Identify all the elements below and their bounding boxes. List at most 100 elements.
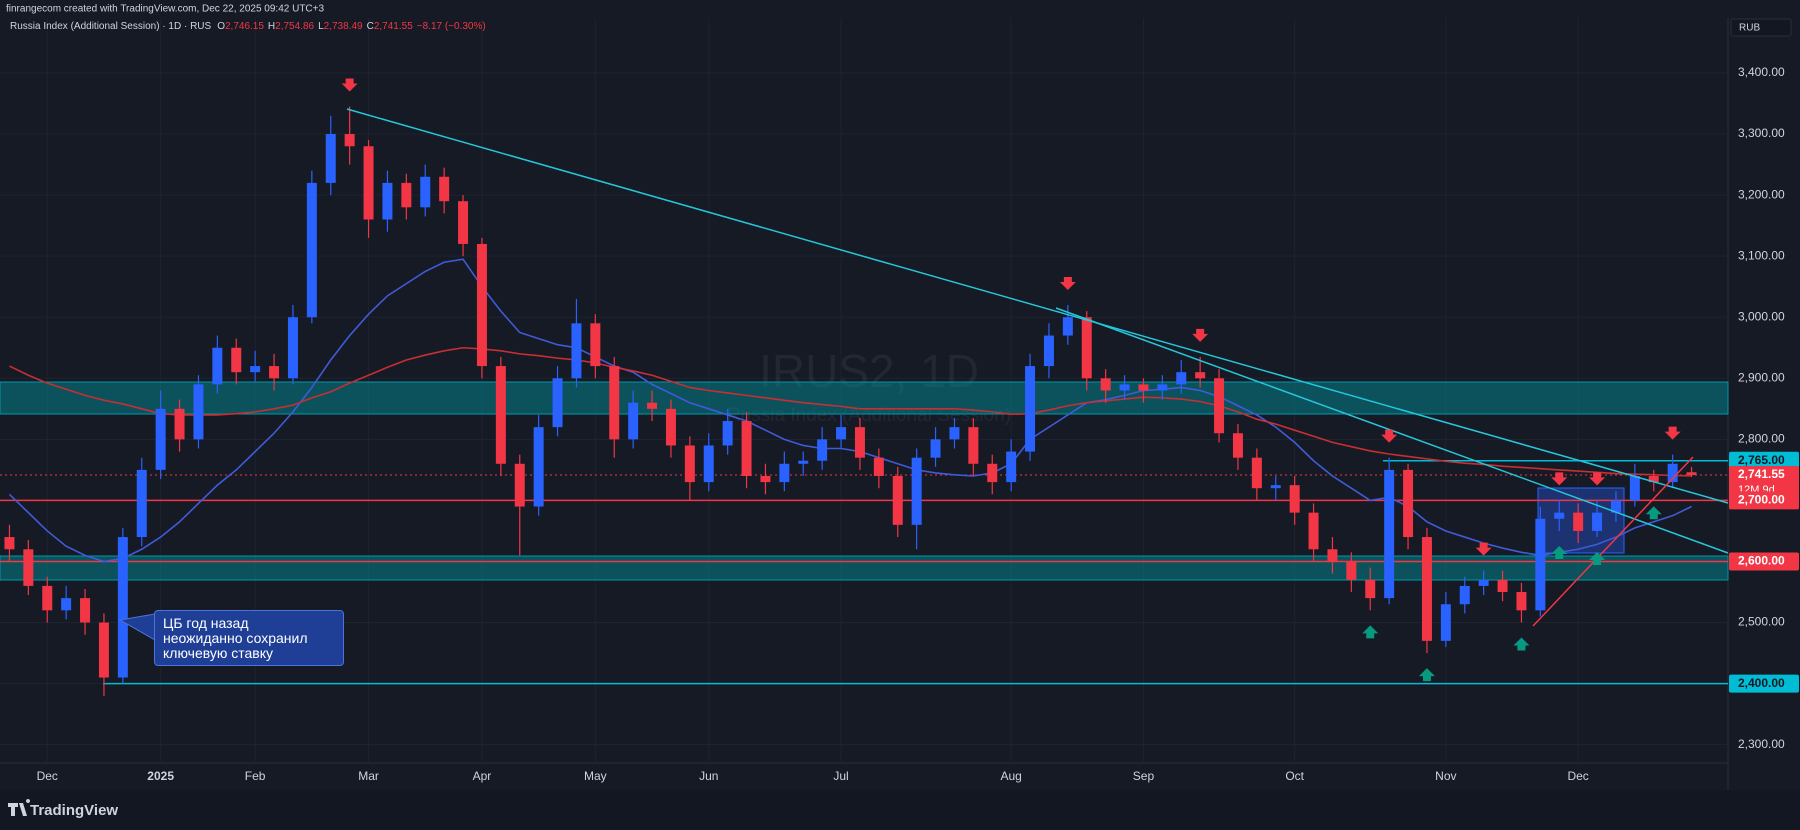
legend-key: L bbox=[318, 21, 324, 32]
price-label-box bbox=[1729, 552, 1799, 571]
candle-body bbox=[647, 402, 658, 409]
candle-body bbox=[684, 445, 695, 483]
trendline bbox=[346, 108, 1729, 504]
legend-title: Russia Index (Additional Session) · 1D ·… bbox=[10, 21, 212, 32]
buy-arrow bbox=[1645, 506, 1662, 520]
legend-value: 2,741.55 bbox=[374, 21, 413, 32]
y-tick-label: 3,000.00 bbox=[1738, 309, 1785, 323]
candle-body bbox=[760, 475, 771, 483]
legend-key: O bbox=[217, 21, 225, 32]
candle-body bbox=[873, 457, 884, 476]
candle-body bbox=[1043, 335, 1054, 367]
candle-body bbox=[136, 469, 147, 538]
candle-body bbox=[1629, 475, 1640, 501]
candle-body bbox=[325, 134, 336, 183]
price-label: 2,400.00 bbox=[1738, 676, 1785, 690]
x-tick-label: Sep bbox=[1133, 769, 1155, 783]
x-tick-label: 2025 bbox=[147, 769, 174, 783]
x-tick-label: Dec bbox=[37, 769, 58, 783]
x-tick-label: Jun bbox=[699, 769, 718, 783]
candle-body bbox=[1516, 592, 1527, 611]
logo-icon bbox=[8, 799, 31, 816]
support-trendline bbox=[1532, 456, 1694, 627]
y-tick-label: 2,800.00 bbox=[1738, 432, 1785, 446]
brand: TradingView bbox=[30, 802, 118, 819]
candle-body bbox=[911, 457, 922, 525]
credit: finrangecom created with TradingView.com… bbox=[6, 4, 324, 15]
candle-body bbox=[193, 384, 204, 440]
sell-arrow bbox=[1059, 277, 1076, 291]
support-zone bbox=[0, 555, 1729, 581]
candle-body bbox=[1327, 549, 1338, 562]
candle-body bbox=[1081, 317, 1092, 379]
annotation: ЦБ год назад неожиданно сохранил ключеву… bbox=[154, 610, 344, 666]
candle-body bbox=[1384, 469, 1395, 599]
candle-body bbox=[779, 463, 790, 483]
candle-body bbox=[628, 402, 639, 440]
candle-body bbox=[476, 243, 487, 367]
candle-body bbox=[1440, 604, 1451, 641]
candle-body bbox=[1100, 378, 1111, 391]
candle-body bbox=[741, 421, 752, 476]
x-tick-label: Oct bbox=[1285, 769, 1304, 783]
buy-arrow bbox=[1551, 545, 1568, 559]
candle-body bbox=[287, 317, 298, 379]
legend-key: C bbox=[367, 21, 374, 32]
candles bbox=[4, 106, 1697, 696]
candle-body bbox=[1365, 579, 1376, 599]
candle-body bbox=[1062, 317, 1073, 336]
buy-arrow bbox=[1589, 552, 1606, 566]
candle-body bbox=[1176, 372, 1187, 385]
candle-body bbox=[1157, 384, 1168, 391]
candle-body bbox=[1459, 585, 1470, 605]
y-tick-label: 2,300.00 bbox=[1738, 737, 1785, 751]
candle-body bbox=[61, 598, 72, 611]
candle-body bbox=[609, 366, 620, 440]
x-tick-label: May bbox=[584, 769, 607, 783]
legend-key: H bbox=[268, 21, 275, 32]
candle-body bbox=[1138, 384, 1149, 391]
candle-body bbox=[98, 622, 109, 678]
candle-body bbox=[1289, 485, 1300, 513]
currency: RUB bbox=[1739, 23, 1760, 34]
y-tick-label: 2,500.00 bbox=[1738, 615, 1785, 629]
candle-body bbox=[1308, 512, 1319, 550]
y-tick-label: 3,100.00 bbox=[1738, 248, 1785, 262]
y-tick-label: 3,300.00 bbox=[1738, 126, 1785, 140]
candle-body bbox=[250, 366, 261, 373]
x-tick-label: Nov bbox=[1435, 769, 1456, 783]
footer-bar bbox=[0, 790, 1800, 830]
candle-body bbox=[1025, 366, 1036, 452]
currency-box bbox=[1730, 18, 1792, 37]
candle-body bbox=[590, 323, 601, 367]
legend-value: 2,746.15 bbox=[225, 21, 264, 32]
sell-arrow bbox=[1589, 472, 1606, 486]
candle-body bbox=[1421, 537, 1432, 641]
candle-body bbox=[533, 427, 544, 507]
sell-arrow bbox=[1475, 542, 1492, 556]
candle-body bbox=[1195, 372, 1206, 379]
candle-body bbox=[1006, 451, 1017, 483]
candle-body bbox=[798, 460, 809, 464]
sell-arrow bbox=[341, 78, 358, 92]
candle-body bbox=[1610, 500, 1621, 513]
candle-body bbox=[1497, 579, 1508, 593]
buy-arrow bbox=[1513, 637, 1530, 651]
candle-body bbox=[420, 176, 431, 208]
annotation-line: неожиданно сохранил bbox=[163, 630, 308, 646]
signal-arrows bbox=[341, 78, 1681, 682]
candle-body bbox=[231, 347, 242, 373]
price-label-box bbox=[1729, 466, 1799, 499]
candle-body bbox=[892, 475, 903, 525]
x-tick-label: Mar bbox=[358, 769, 379, 783]
sell-arrow bbox=[1664, 426, 1681, 440]
candle-body bbox=[1535, 518, 1546, 611]
watermark-subtitle: Russia Index (Additional Session) bbox=[727, 405, 1011, 426]
annotation-line: ЦБ год назад bbox=[163, 615, 249, 631]
x-tick-label: Feb bbox=[245, 769, 266, 783]
candle-body bbox=[23, 549, 34, 586]
sell-arrow bbox=[1551, 472, 1568, 486]
